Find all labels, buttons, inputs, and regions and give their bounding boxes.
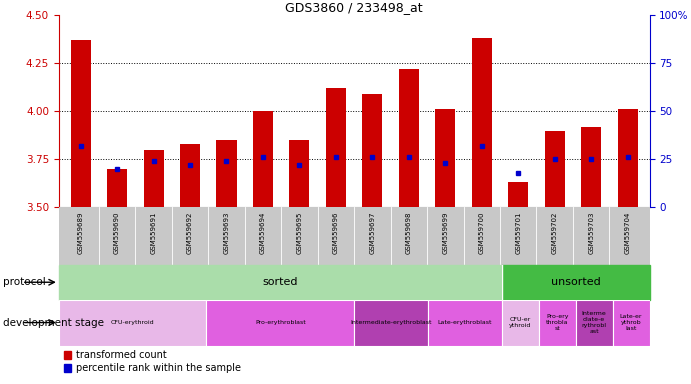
Bar [472,38,492,207]
Text: sorted: sorted [263,277,298,287]
Text: Interme
diate-e
rythrobl
ast: Interme diate-e rythrobl ast [582,311,607,334]
Bar [508,182,529,207]
Text: GSM559692: GSM559692 [187,212,193,254]
Bar [576,300,613,346]
Legend: transformed count, percentile rank within the sample: transformed count, percentile rank withi… [64,351,241,373]
Text: CFU-erythroid: CFU-erythroid [111,320,154,325]
Text: GSM559699: GSM559699 [442,212,448,255]
Bar [354,300,428,346]
Text: GSM559691: GSM559691 [151,212,157,255]
Bar [618,109,638,207]
Bar [326,88,346,207]
Text: GSM559702: GSM559702 [551,212,558,254]
Bar [545,131,565,207]
Bar [59,300,207,346]
Text: GSM559701: GSM559701 [515,212,521,255]
Bar [581,127,601,207]
Text: GSM559689: GSM559689 [77,212,84,255]
Bar [362,94,382,207]
Bar [539,300,576,346]
Bar [107,169,127,207]
Bar [216,140,236,207]
Bar [435,109,455,207]
Text: Late-er
ythrob
last: Late-er ythrob last [620,314,643,331]
Text: CFU-er
ythroid: CFU-er ythroid [509,317,531,328]
Bar [70,40,91,207]
Text: GSM559694: GSM559694 [260,212,266,254]
Bar [502,300,539,346]
Text: GSM559690: GSM559690 [114,212,120,255]
Text: GSM559698: GSM559698 [406,212,412,255]
Text: GSM559703: GSM559703 [588,212,594,255]
Text: unsorted: unsorted [551,277,600,287]
Bar [180,144,200,207]
Text: GSM559700: GSM559700 [479,212,485,255]
Text: Late-erythroblast: Late-erythroblast [437,320,492,325]
Bar [428,300,502,346]
Bar [399,69,419,207]
Title: GDS3860 / 233498_at: GDS3860 / 233498_at [285,1,423,14]
Text: protocol: protocol [3,277,46,287]
Bar [502,265,650,300]
Bar [59,265,502,300]
Bar [207,300,354,346]
Text: development stage: development stage [3,318,104,328]
Text: Intermediate-erythroblast: Intermediate-erythroblast [350,320,432,325]
Bar [253,111,273,207]
Bar [144,150,164,207]
Text: GSM559704: GSM559704 [625,212,631,254]
Text: GSM559693: GSM559693 [223,212,229,255]
Text: GSM559695: GSM559695 [296,212,303,254]
Text: Pro-erythroblast: Pro-erythroblast [255,320,305,325]
Text: GSM559696: GSM559696 [333,212,339,255]
Text: GSM559697: GSM559697 [370,212,375,255]
Bar [290,140,310,207]
Text: Pro-ery
throbla
st: Pro-ery throbla st [546,314,569,331]
Bar [613,300,650,346]
